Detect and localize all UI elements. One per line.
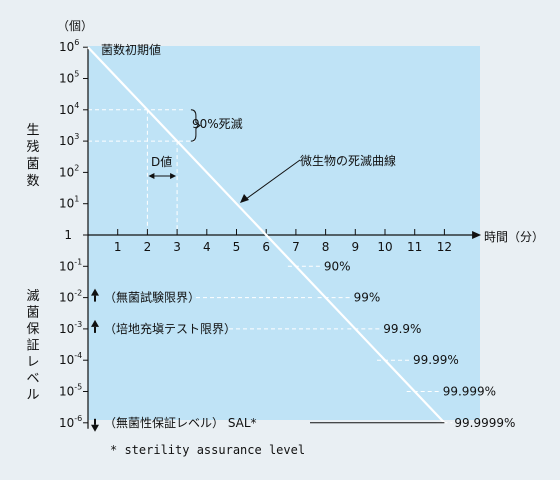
y-ticks: 106 105 104 103 102 101 1 10-1 10-2 10-3 10-4 10-5 1…	[59, 38, 88, 430]
x-axis-label: 時間（分）	[484, 230, 544, 244]
direction-arrows	[91, 288, 99, 432]
d-value-arrow-head	[148, 173, 155, 179]
kill-level-labels: 90% 99% 99.9% 99.99% 99.999% 99.9999%	[287, 259, 515, 430]
limit-label: （無菌性保証レベル） SAL*	[104, 415, 257, 430]
limit-label: （培地充塡テスト限界）	[104, 321, 236, 336]
kill-level-label: 99.9%	[383, 322, 421, 336]
y-axis-label-lower-char: ベ	[26, 372, 39, 387]
y-tick-label: 10-2	[59, 289, 82, 305]
x-tick-label: 3	[173, 240, 181, 254]
dashed-guides	[88, 109, 195, 235]
y-axis-label-lower-char: ル	[26, 388, 39, 403]
x-tick-label: 2	[144, 240, 152, 254]
kill-level-label: 99.99%	[413, 353, 459, 367]
x-tick-label: 11	[407, 240, 422, 254]
x-tick-label: 12	[437, 240, 452, 254]
x-axis-arrow-head	[472, 231, 482, 239]
y-axis-label-lower-char: 保	[26, 322, 39, 337]
y-tick-label: 10-5	[59, 383, 82, 399]
x-ticks: 1 2 3 4 5 6 7 8 9 10 11 12	[114, 229, 452, 254]
x-tick-label: 6	[262, 240, 270, 254]
y-tick-label: 106	[59, 38, 79, 54]
limit-label: （無菌試験限界）	[104, 290, 200, 305]
x-tick-label: 9	[351, 240, 359, 254]
y-tick-label: 1	[64, 228, 72, 242]
x-tick-label: 10	[377, 240, 392, 254]
y-tick-label: 10-1	[59, 257, 82, 273]
ninety-percent-kill-label: 90%死滅	[192, 117, 243, 131]
y-tick-label: 10-6	[59, 414, 82, 430]
d-value-arrow-head	[170, 173, 177, 179]
y-axis-label-upper-char: 残	[26, 140, 39, 155]
x-tick-label: 8	[322, 240, 330, 254]
x-tick-label: 7	[292, 240, 300, 254]
y-tick-label: 105	[59, 70, 79, 86]
x-tick-label: 1	[114, 240, 122, 254]
y-tick-label: 10-4	[59, 351, 82, 367]
x-tick-label: 4	[203, 240, 211, 254]
direction-arrow-head	[91, 424, 99, 432]
y-tick-label: 104	[59, 101, 79, 117]
y-tick-label: 101	[59, 195, 79, 211]
d-value-label: D値	[151, 154, 172, 169]
y-tick-label: 102	[59, 163, 79, 179]
d-value-arrow	[148, 173, 177, 179]
y-unit-label: （個）	[57, 19, 93, 33]
footnote: * sterility assurance level	[110, 443, 305, 457]
kill-level-label: 90%	[324, 259, 351, 273]
limit-labels: （無菌試験限界） （培地充塡テスト限界） （無菌性保証レベル） SAL*	[104, 290, 445, 430]
y-axis-label-upper-char: 数	[26, 174, 39, 189]
direction-arrow-head	[91, 319, 99, 327]
y-axis-label-lower-char: 菌	[26, 306, 39, 321]
callout-line	[245, 159, 301, 200]
curve-name-label: 微生物の死滅曲線	[300, 153, 396, 168]
initial-count-label: 菌数初期値	[101, 42, 161, 57]
y-tick-label: 103	[59, 132, 79, 148]
y-tick-label: 10-3	[59, 320, 82, 336]
kill-level-label: 99%	[354, 291, 381, 305]
direction-arrow-head	[91, 288, 99, 296]
kill-level-label: 99.999%	[443, 385, 496, 399]
y-axis-label-lower-char: 滅	[26, 289, 39, 304]
callout-arrow-head	[240, 194, 249, 203]
curve-callout-arrow	[240, 159, 301, 203]
y-axis-label-lower-char: 証	[26, 339, 39, 354]
kill-level-label: 99.9999%	[454, 416, 515, 430]
x-tick-label: 5	[233, 240, 241, 254]
kill-90-brace	[190, 109, 201, 142]
y-axis-label-lower-char: レ	[26, 355, 39, 370]
y-axis-label-upper-char: 菌	[26, 157, 39, 172]
y-axis-label-upper-char: 生	[26, 123, 39, 138]
